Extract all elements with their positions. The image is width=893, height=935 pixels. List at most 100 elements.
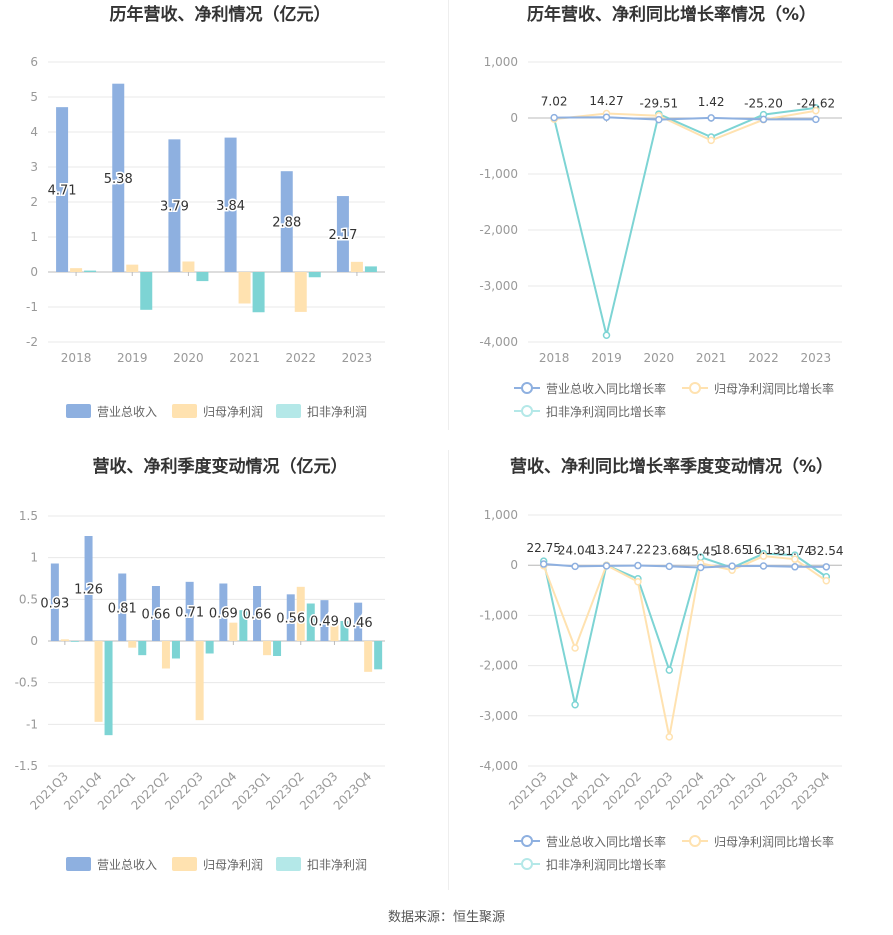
chart-title: 营收、净利同比增长率季度变动情况（%） bbox=[510, 456, 833, 477]
point-net-profit-growth bbox=[759, 552, 768, 560]
chart-title: 营收、净利季度变动情况（亿元） bbox=[93, 456, 348, 477]
y-tick-label: 3 bbox=[30, 160, 38, 174]
y-tick-label: -1,000 bbox=[479, 608, 518, 622]
legend-label: 营业总收入 bbox=[97, 858, 157, 872]
column-divider bbox=[448, 450, 449, 890]
bar-deducted-profit bbox=[239, 610, 248, 641]
bar-deducted-profit bbox=[364, 266, 377, 272]
data-label: -24.62 bbox=[796, 96, 835, 110]
bar-deducted-profit bbox=[196, 272, 209, 282]
bar-net-profit bbox=[330, 623, 339, 641]
y-tick-label: 0.5 bbox=[19, 592, 38, 606]
chart-svg: 历年营收、净利同比增长率情况（%） -4,000 -3,000 -2,000 -1,00… bbox=[479, 4, 842, 419]
legend-label: 归母净利润 bbox=[203, 858, 263, 872]
bar-net-profit bbox=[195, 641, 204, 721]
point-revenue-growth bbox=[791, 563, 799, 571]
y-tick-label: -3,000 bbox=[479, 709, 518, 723]
y-tick-label: 1,000 bbox=[484, 508, 518, 522]
y-tick-label: -4,000 bbox=[479, 759, 518, 773]
bar-revenue bbox=[185, 581, 194, 641]
y-tick-label: -1 bbox=[26, 717, 38, 731]
x-tick-label: 2022 bbox=[285, 351, 316, 365]
bar-revenue bbox=[84, 536, 93, 641]
y-tick-label: -2,000 bbox=[479, 223, 518, 237]
legend-label: 归母净利润 bbox=[203, 405, 263, 419]
data-label: 0.69 bbox=[209, 606, 238, 621]
line-revenue-growth bbox=[543, 563, 827, 569]
x-tick-label: 2023Q4 bbox=[331, 769, 375, 813]
y-tick-label: -0.5 bbox=[15, 676, 38, 690]
bar-net-profit bbox=[296, 586, 305, 641]
bar-net-profit bbox=[263, 641, 272, 656]
bar-net-profit bbox=[70, 268, 83, 272]
point-deducted-profit-growth bbox=[665, 666, 674, 674]
data-label: 1.26 bbox=[74, 583, 103, 598]
bar-deducted-profit bbox=[252, 272, 265, 313]
point-revenue-growth bbox=[550, 113, 558, 122]
annual-growth-rate-chart: 历年营收、净利同比增长率情况（%） -4,000 -3,000 -2,000 -1,00… bbox=[450, 0, 893, 430]
legend-swatch bbox=[521, 858, 533, 870]
legend-swatch bbox=[521, 382, 533, 394]
data-label: 0.66 bbox=[141, 608, 170, 623]
x-tick-label: 2023 bbox=[801, 351, 832, 365]
data-label: 4.71 bbox=[48, 184, 77, 199]
point-net-profit-growth bbox=[822, 577, 831, 585]
bar-revenue bbox=[118, 573, 127, 641]
legend-swatch bbox=[521, 835, 533, 847]
legend-swatch bbox=[172, 404, 197, 418]
y-tick-label: 1.5 bbox=[19, 509, 38, 523]
x-tick-label: 2021 bbox=[696, 351, 727, 365]
chart-title: 历年营收、净利情况（亿元） bbox=[110, 4, 331, 25]
x-tick-label: 2023 bbox=[342, 351, 373, 365]
point-revenue-growth bbox=[539, 560, 548, 568]
y-tick-label: -4,000 bbox=[479, 335, 518, 349]
bar-deducted-profit bbox=[374, 641, 383, 670]
data-label: 32.54 bbox=[809, 544, 843, 558]
bar-revenue bbox=[151, 586, 160, 641]
bar-revenue bbox=[168, 139, 181, 272]
y-tick-label: -1.5 bbox=[15, 759, 38, 773]
data-label: 5.38 bbox=[104, 172, 133, 187]
bar-deducted-profit bbox=[84, 270, 97, 272]
bar-revenue bbox=[320, 600, 329, 641]
bar-revenue bbox=[112, 83, 125, 272]
point-revenue-growth bbox=[759, 562, 768, 570]
data-label: 24.04 bbox=[558, 543, 592, 557]
data-label: 31.74 bbox=[778, 544, 812, 558]
legend-swatch bbox=[172, 857, 197, 871]
x-tick-label: 2022 bbox=[748, 351, 779, 365]
x-tick-label: 2020 bbox=[173, 351, 204, 365]
bar-revenue bbox=[224, 137, 237, 272]
x-tick-label: 2019 bbox=[591, 351, 622, 365]
legend-label: 扣非净利润同比增长率 bbox=[546, 404, 666, 419]
data-label: 7.02 bbox=[541, 95, 568, 109]
bar-net-profit bbox=[229, 622, 238, 641]
data-label: 45.45 bbox=[684, 544, 718, 558]
data-label: -25.20 bbox=[744, 96, 783, 110]
point-revenue-growth bbox=[655, 115, 663, 124]
x-tick-label: 2018 bbox=[61, 351, 92, 365]
chart-title: 历年营收、净利同比增长率情况（%） bbox=[527, 4, 816, 25]
bar-deducted-profit bbox=[171, 641, 180, 659]
legend-label: 归母净利润同比增长率 bbox=[714, 381, 834, 396]
point-net-profit-growth bbox=[571, 644, 579, 652]
bar-net-profit bbox=[350, 261, 363, 272]
legend-label: 营业总收入 bbox=[97, 405, 157, 419]
data-label: 2.88 bbox=[272, 216, 301, 231]
quarterly-growth-rate-chart: 营收、净利同比增长率季度变动情况（%） -4,000 -3,000 -2,000 -1,… bbox=[450, 450, 893, 890]
annual-revenue-profit-chart: 历年营收、净利情况（亿元） -2 -1 0 1 2 3 4 5 6 2018 2019 2020 2021… bbox=[0, 0, 440, 430]
column-divider bbox=[448, 0, 449, 430]
bar-deducted-profit bbox=[273, 641, 282, 656]
line-net-profit-growth bbox=[554, 109, 817, 142]
y-tick-label: 2 bbox=[30, 195, 38, 209]
data-label: 22.75 bbox=[527, 541, 561, 555]
y-tick-label: 5 bbox=[30, 90, 38, 104]
point-revenue-growth bbox=[634, 561, 642, 570]
legend-label: 营业总收入同比增长率 bbox=[546, 834, 666, 849]
line-deducted-profit-growth bbox=[542, 552, 827, 705]
bar-revenue bbox=[286, 594, 295, 641]
point-revenue-growth bbox=[759, 115, 768, 124]
data-label: 18.65 bbox=[715, 543, 749, 557]
y-tick-label: -1,000 bbox=[479, 167, 518, 181]
point-revenue-growth bbox=[602, 562, 611, 570]
